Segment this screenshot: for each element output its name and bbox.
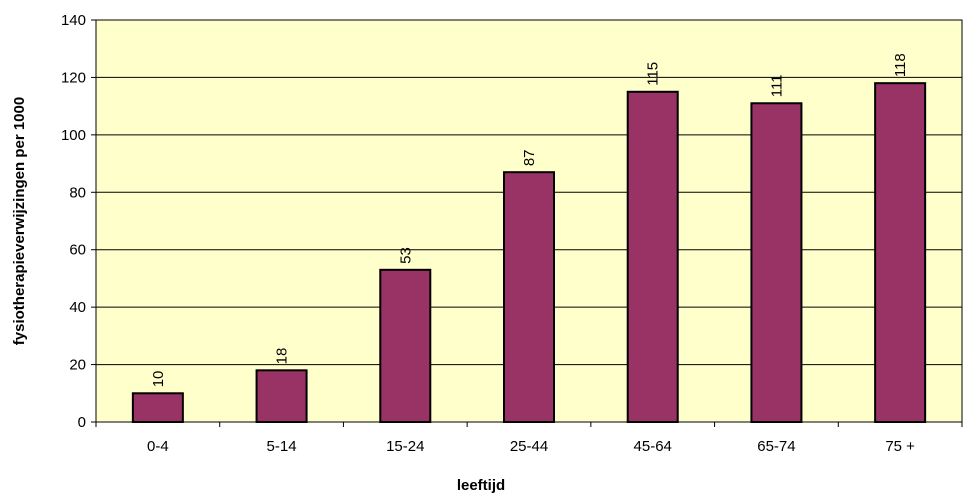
x-tick-label: 0-4 <box>147 438 169 455</box>
x-tick-label: 75 + <box>885 438 915 455</box>
x-tick-label: 15-24 <box>386 438 424 455</box>
y-tick-label: 140 <box>61 12 86 29</box>
data-label: 111 <box>768 74 785 97</box>
bar <box>131 392 184 423</box>
x-tick-label: 25-44 <box>510 438 548 455</box>
y-axis-title: fysiotherapieverwijzingen per 1000 <box>11 97 28 345</box>
y-tick-label: 60 <box>69 242 86 259</box>
data-label: 87 <box>521 149 538 166</box>
bar <box>750 102 803 424</box>
data-label: 53 <box>397 247 414 264</box>
y-tick-label: 100 <box>61 127 86 144</box>
bar <box>626 90 679 424</box>
y-tick-label: 120 <box>61 69 86 86</box>
y-tick-label: 0 <box>78 414 86 431</box>
x-tick-label: 65-74 <box>757 438 795 455</box>
y-tick-label: 20 <box>69 357 86 374</box>
data-label: 18 <box>274 348 291 365</box>
bar <box>874 82 927 424</box>
x-tick-label: 45-64 <box>634 438 672 455</box>
x-tick-label: 5-14 <box>267 438 297 455</box>
data-label: 10 <box>150 371 167 388</box>
y-tick-label: 40 <box>69 299 86 316</box>
data-label: 115 <box>645 62 662 86</box>
x-axis-title: leeftijd <box>457 477 505 494</box>
data-label: 118 <box>892 53 909 77</box>
bar <box>503 171 555 423</box>
bar <box>255 369 308 424</box>
bar <box>379 268 432 424</box>
y-tick-label: 80 <box>69 184 86 201</box>
